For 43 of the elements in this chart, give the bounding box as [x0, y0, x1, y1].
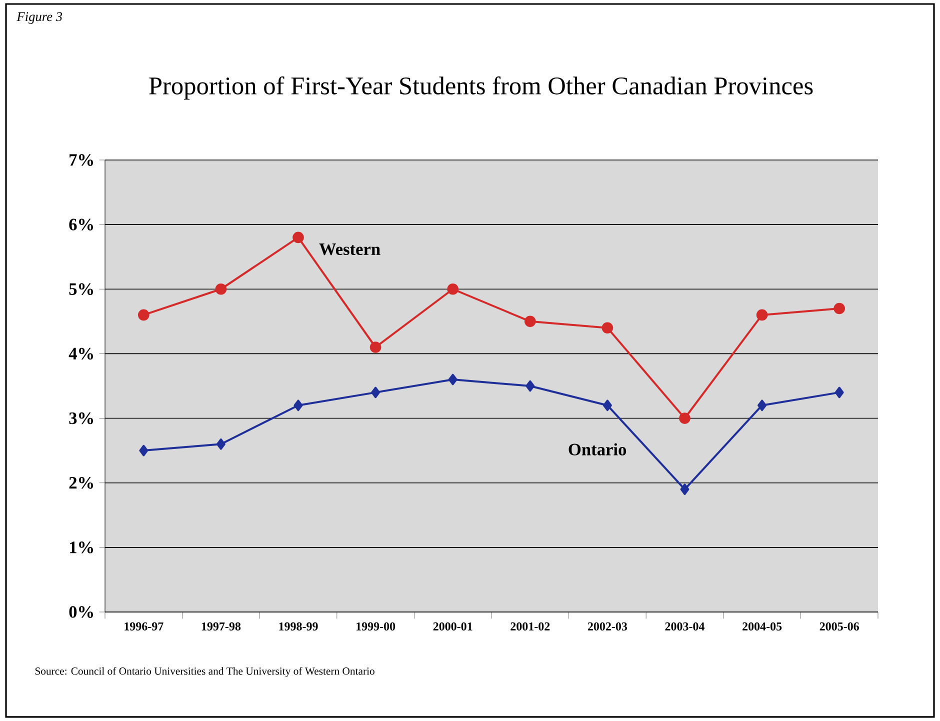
point — [602, 322, 614, 334]
point — [138, 309, 150, 321]
point — [679, 412, 690, 424]
point — [524, 316, 536, 328]
x-tick-label: 1999-00 — [356, 622, 396, 630]
point — [371, 386, 380, 398]
x-tick-label: 1998-99 — [279, 622, 318, 630]
point — [370, 342, 382, 353]
point — [680, 484, 690, 495]
source-note: Source: Council of Ontario Universities and The University of Western Ontario — [35, 667, 374, 677]
series-label: Ontario — [568, 443, 626, 456]
point — [834, 302, 846, 314]
x-tick-label: 1997-98 — [202, 622, 241, 630]
x-tick-label: 2001-02 — [510, 622, 550, 630]
point — [215, 283, 227, 295]
point — [834, 386, 844, 398]
point — [758, 400, 767, 412]
y-tick-label: 2% — [69, 476, 93, 489]
series-label: Western — [319, 244, 380, 256]
point — [526, 380, 535, 392]
point — [139, 444, 148, 456]
point — [216, 438, 226, 450]
x-tick-label: 2004-05 — [742, 622, 782, 630]
point — [448, 374, 458, 386]
point — [294, 400, 303, 412]
x-tick-label: 2002-03 — [588, 622, 628, 630]
x-tick-label: 1996-97 — [124, 622, 164, 630]
y-tick-label: 3% — [69, 412, 93, 424]
x-tick-label: 2000-01 — [433, 622, 472, 630]
caption: Figure 3 — [16, 12, 62, 24]
point — [602, 400, 612, 412]
y-tick-label: 0% — [69, 606, 93, 618]
point — [447, 283, 459, 295]
y-tick-label: 7% — [70, 154, 93, 166]
y-tick-label: 1% — [70, 542, 93, 554]
y-tick-label: 5% — [69, 283, 93, 296]
y-tick-label: 4% — [68, 348, 93, 360]
x-tick-label: 2005-06 — [820, 622, 859, 630]
point — [756, 309, 768, 321]
point — [292, 232, 304, 244]
chart-title: Proportion of First-Year Students from Other Canadian Provinces — [149, 76, 813, 100]
y-tick-label: 6% — [69, 218, 93, 230]
x-tick-label: 2003-04 — [665, 622, 705, 630]
